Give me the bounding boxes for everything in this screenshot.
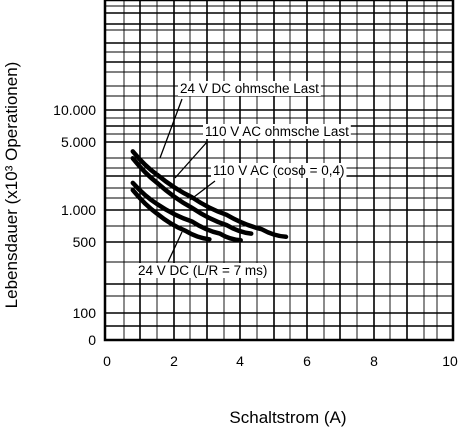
series-annotations: 24 V DC ohmsche Last 110 V AC ohmsche Las…: [136, 81, 351, 278]
series-annotation-label: 24 V DC ohmsche Last: [180, 81, 319, 96]
annotation-backdrop: [178, 81, 321, 96]
series-curve: [130, 187, 212, 242]
series-annotation-label: 24 V DC (L/R = 7 ms): [138, 263, 267, 278]
y-axis-label: Lebensdauer (x10³ Operationen): [2, 62, 21, 309]
annotation-leader: [189, 180, 216, 201]
y-tick-labels: 0 100 500 1.000 5.000 10.000: [53, 102, 96, 348]
plot-frame: [103, 0, 455, 342]
x-tick-label: 4: [236, 353, 244, 369]
curves: [130, 149, 289, 243]
y-tick-label: 5.000: [61, 134, 96, 150]
annotation-leader: [159, 98, 183, 159]
annotation-backdrop: [211, 163, 347, 178]
series-curve: [130, 156, 254, 236]
y-tick-label: 10.000: [53, 102, 96, 118]
x-tick-label: 2: [170, 353, 178, 369]
x-axis-label: Schaltstrom (A): [229, 408, 346, 427]
grid: [105, 0, 453, 340]
y-tick-label: 500: [73, 234, 97, 250]
series-annotation-label: 110 V AC (cosϕ = 0,4): [213, 163, 345, 178]
series-curve: [130, 149, 289, 240]
x-tick-label: 10: [442, 353, 458, 369]
annotation-leader: [174, 141, 208, 179]
y-tick-label: 1.000: [61, 202, 96, 218]
x-tick-label: 0: [103, 353, 111, 369]
annotation-backdrop: [136, 263, 270, 278]
series-annotation-label: 110 V AC ohmsche Last: [205, 124, 349, 139]
annotation-backdrop: [203, 124, 351, 139]
y-tick-label: 0: [88, 332, 96, 348]
annotation-leaders: [159, 98, 216, 263]
x-tick-labels: 0 2 4 6 8 10: [103, 353, 458, 369]
x-tick-label: 8: [370, 353, 378, 369]
annotation-leader: [167, 231, 183, 263]
x-tick-label: 6: [303, 353, 311, 369]
series-curve: [130, 180, 243, 243]
y-tick-label: 100: [73, 305, 97, 321]
